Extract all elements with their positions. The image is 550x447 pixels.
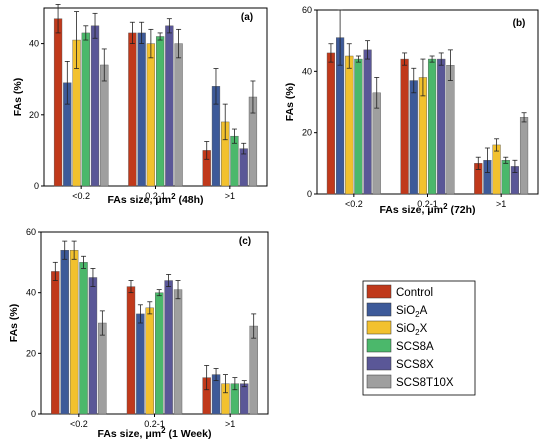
bar bbox=[240, 383, 249, 415]
bar bbox=[492, 144, 501, 195]
legend-entry: SCS8T10X bbox=[396, 377, 454, 389]
bar bbox=[354, 58, 363, 195]
x-tick-label: >1 bbox=[225, 419, 235, 429]
bar bbox=[363, 49, 372, 195]
x-tick-label: 0.2-1 bbox=[145, 191, 166, 201]
y-tick-label: 40 bbox=[29, 39, 39, 49]
bar bbox=[136, 313, 145, 415]
bar bbox=[249, 325, 258, 415]
y-tick-label: 60 bbox=[302, 5, 312, 15]
y-tick-label: 0 bbox=[31, 409, 36, 419]
chart-panel: 0 20 40 FAs (%) (a) <0.2 0.2-1 >1 FAs size, μm2 … bbox=[12, 4, 268, 206]
x-tick-label: <0.2 bbox=[70, 419, 88, 429]
x-axis-title: FAs size, μm2 (48h) bbox=[107, 192, 203, 206]
y-tick-label: 0 bbox=[307, 189, 312, 199]
bar bbox=[427, 58, 437, 195]
x-tick-label: <0.2 bbox=[72, 191, 90, 201]
x-tick-label: 0.2-1 bbox=[417, 199, 438, 209]
legend-entry: SiO2A bbox=[396, 305, 428, 319]
y-axis-title: FAs (%) bbox=[8, 304, 20, 343]
bar bbox=[60, 249, 69, 415]
bar bbox=[137, 32, 146, 187]
x-axis-title: FAs size, μm2 (72h) bbox=[379, 202, 475, 216]
bar bbox=[90, 25, 100, 187]
chart-panel: 0 20 40 60 FAs (%) (c) <0.2 0.2-1 >1 FAs size, μm… bbox=[8, 227, 269, 440]
x-tick-label: >1 bbox=[496, 199, 506, 209]
bar bbox=[155, 292, 164, 415]
bar bbox=[128, 32, 137, 187]
y-axis-title: FAs (%) bbox=[12, 78, 24, 117]
x-tick-label: >1 bbox=[225, 191, 235, 201]
legend-entry: Control bbox=[396, 287, 433, 299]
legend: Control SiO2A SiO2X SCS8A SCS8X SCS8T10X bbox=[362, 280, 476, 396]
panel-label: (c) bbox=[239, 236, 251, 247]
bar bbox=[174, 43, 183, 187]
bar bbox=[146, 43, 156, 187]
bar bbox=[165, 25, 174, 187]
x-tick-label: 0.2-1 bbox=[144, 419, 165, 429]
bar bbox=[345, 55, 354, 195]
legend-swatch bbox=[366, 284, 392, 299]
bar bbox=[501, 160, 510, 195]
y-tick-label: 20 bbox=[29, 110, 39, 120]
legend-swatch bbox=[366, 302, 392, 317]
bar bbox=[145, 307, 154, 415]
bar bbox=[88, 277, 98, 415]
legend-swatch bbox=[366, 338, 392, 353]
legend-swatch bbox=[366, 374, 392, 389]
y-tick-label: 0 bbox=[34, 181, 39, 191]
panel-label: (a) bbox=[241, 12, 253, 23]
legend-swatch bbox=[366, 320, 392, 335]
y-tick-label: 60 bbox=[26, 227, 36, 237]
bar bbox=[164, 280, 173, 415]
bar bbox=[81, 32, 90, 187]
legend-entry: SiO2X bbox=[396, 323, 428, 337]
bar bbox=[173, 289, 183, 415]
bar bbox=[437, 58, 446, 195]
bar bbox=[446, 64, 455, 195]
bar bbox=[98, 322, 107, 415]
y-tick-label: 20 bbox=[26, 348, 36, 358]
bar bbox=[126, 286, 136, 415]
legend-swatch bbox=[366, 356, 392, 371]
bar bbox=[51, 271, 60, 415]
bar bbox=[519, 117, 529, 195]
legend-entry: SCS8X bbox=[396, 359, 434, 371]
y-tick-label: 20 bbox=[302, 128, 312, 138]
bar bbox=[79, 262, 88, 415]
bar bbox=[53, 18, 63, 187]
x-axis-title: FAs size, μm2 (1 Week) bbox=[98, 426, 212, 440]
chart-panels: 0 20 40 FAs (%) (a) <0.2 0.2-1 >1 FAs size, μm2 … bbox=[8, 4, 539, 440]
panel-label: (b) bbox=[513, 18, 526, 29]
chart-panel: 0 20 40 60 FAs (%) (b) <0.2 0.2-1 >1 FAs size, μm… bbox=[284, 5, 539, 216]
bar bbox=[100, 64, 109, 187]
y-tick-label: 40 bbox=[26, 288, 36, 298]
bar bbox=[409, 80, 418, 195]
bar bbox=[155, 36, 165, 187]
legend-entry: SCS8A bbox=[396, 341, 434, 353]
y-axis-title: FAs (%) bbox=[284, 83, 296, 122]
x-tick-label: <0.2 bbox=[345, 199, 363, 209]
bar bbox=[69, 249, 79, 415]
bar bbox=[326, 52, 336, 195]
bar bbox=[400, 58, 409, 195]
y-tick-label: 40 bbox=[302, 66, 312, 76]
